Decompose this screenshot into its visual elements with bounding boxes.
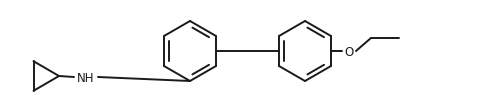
Text: NH: NH — [77, 72, 95, 85]
Text: O: O — [344, 46, 354, 58]
